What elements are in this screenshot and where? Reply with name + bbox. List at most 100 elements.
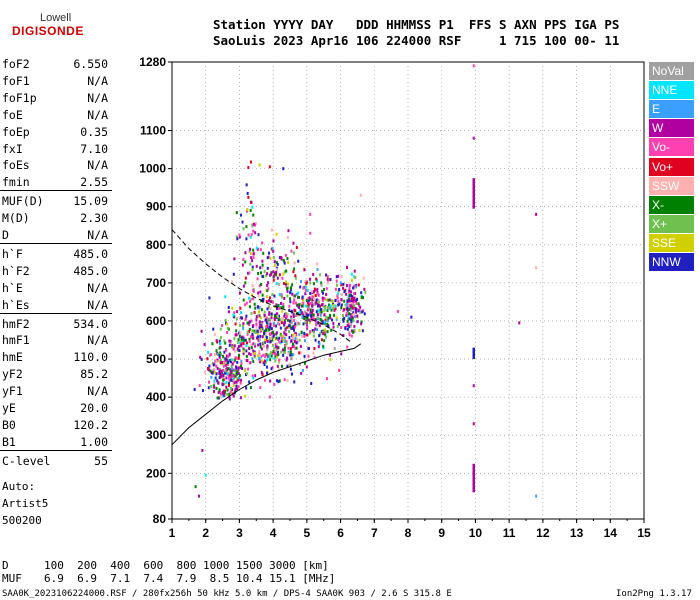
echo-point bbox=[263, 359, 266, 363]
echo-point bbox=[351, 295, 354, 299]
echo-point bbox=[251, 205, 254, 209]
param-value: 6.550 bbox=[73, 57, 108, 71]
echo-point bbox=[225, 385, 228, 389]
echo-point bbox=[223, 378, 226, 382]
echo-point bbox=[233, 337, 236, 341]
echo-point bbox=[269, 325, 272, 329]
echo-point bbox=[253, 355, 256, 359]
echo-point bbox=[252, 229, 255, 233]
echo-point bbox=[259, 386, 262, 390]
param-row: hmF1 N/A bbox=[2, 333, 108, 349]
echo-point bbox=[324, 328, 327, 332]
echo-point bbox=[310, 314, 313, 318]
echo-point bbox=[355, 285, 358, 289]
echo-point bbox=[282, 338, 285, 342]
echo-point bbox=[268, 312, 271, 316]
echo-point bbox=[258, 338, 261, 342]
echo-point bbox=[203, 343, 206, 347]
y-tick-label: 500 bbox=[146, 352, 166, 366]
echo-point bbox=[239, 331, 242, 335]
echo-point bbox=[295, 346, 298, 350]
echo-point bbox=[315, 298, 318, 302]
param-value: 2.55 bbox=[80, 175, 108, 190]
echo-point bbox=[301, 304, 304, 308]
echo-point bbox=[232, 368, 235, 372]
echo-point bbox=[348, 299, 351, 303]
echo-point bbox=[297, 259, 300, 263]
echo-point bbox=[272, 274, 275, 278]
echo-point bbox=[206, 367, 209, 371]
echo-point bbox=[342, 319, 345, 323]
echo-point bbox=[340, 283, 343, 287]
echo-point bbox=[329, 278, 332, 282]
echo-point bbox=[322, 321, 325, 325]
echo-point bbox=[244, 251, 247, 255]
echo-point bbox=[260, 355, 263, 359]
echo-point bbox=[361, 310, 364, 314]
echo-point bbox=[219, 327, 222, 331]
echo-point bbox=[257, 271, 260, 275]
echo-point bbox=[331, 300, 334, 304]
echo-point bbox=[236, 341, 239, 345]
echo-point bbox=[232, 347, 235, 351]
echo-point bbox=[293, 298, 296, 302]
echo-point bbox=[276, 355, 279, 359]
echo-point bbox=[248, 380, 251, 384]
echo-point bbox=[304, 310, 307, 314]
echo-point bbox=[327, 281, 330, 285]
echo-point bbox=[213, 370, 216, 374]
echo-point bbox=[251, 374, 254, 378]
param-row: foEp 0.35 bbox=[2, 125, 108, 141]
echo-point bbox=[300, 280, 303, 284]
echo-point bbox=[275, 261, 278, 265]
echo-point bbox=[286, 364, 289, 368]
echo-point bbox=[242, 342, 245, 346]
echo-point bbox=[304, 339, 307, 343]
echo-point bbox=[356, 307, 359, 311]
echo-point bbox=[235, 356, 238, 360]
echo-point bbox=[238, 349, 241, 353]
echo-point bbox=[271, 365, 274, 369]
echo-point bbox=[199, 355, 202, 359]
y-tick-label: 1280 bbox=[139, 55, 166, 69]
echo-point bbox=[229, 386, 232, 390]
echo-point bbox=[270, 354, 273, 358]
echo-point bbox=[266, 307, 269, 311]
echo-point bbox=[254, 223, 257, 227]
echo-point bbox=[250, 233, 253, 237]
echo-point bbox=[255, 264, 258, 268]
echo-point bbox=[355, 310, 358, 314]
echo-point bbox=[235, 370, 238, 374]
echo-point bbox=[352, 286, 355, 290]
echo-point bbox=[285, 358, 288, 362]
echo-point bbox=[232, 377, 235, 381]
echo-point bbox=[309, 277, 312, 281]
echo-point bbox=[266, 272, 269, 276]
auto-artist: Artist5 bbox=[2, 497, 49, 510]
echo-point bbox=[316, 268, 319, 272]
echo-point bbox=[227, 360, 230, 364]
echo-point bbox=[312, 330, 315, 334]
echo-point bbox=[355, 299, 358, 303]
echo-point bbox=[214, 359, 217, 363]
echo-point bbox=[292, 328, 295, 332]
echo-point bbox=[296, 321, 299, 325]
echo-point bbox=[258, 284, 261, 288]
echo-point bbox=[328, 298, 331, 302]
echo-point bbox=[222, 361, 225, 365]
echo-point bbox=[219, 395, 222, 399]
echo-point bbox=[303, 334, 306, 338]
echo-point bbox=[294, 313, 297, 317]
echo-point bbox=[236, 237, 239, 241]
echo-point bbox=[268, 320, 271, 324]
echo-point bbox=[276, 312, 279, 316]
echo-point bbox=[208, 353, 211, 357]
echo-point bbox=[272, 270, 275, 274]
echo-point bbox=[279, 301, 282, 305]
echo-point bbox=[263, 310, 266, 314]
echo-point bbox=[256, 277, 259, 281]
echo-point bbox=[303, 317, 306, 321]
echo-point bbox=[254, 344, 257, 348]
echo-point bbox=[327, 298, 330, 302]
echo-point bbox=[348, 284, 351, 288]
